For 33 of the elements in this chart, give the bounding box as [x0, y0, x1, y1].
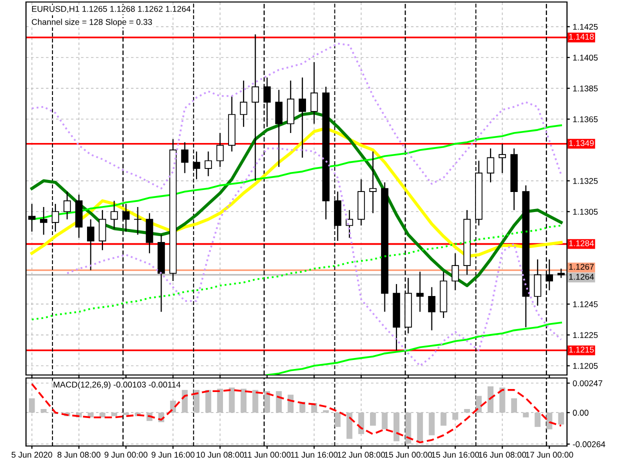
y-tick-label: 1.1225: [573, 332, 598, 338]
y-tick-label: 1.1325: [573, 178, 598, 184]
y-tick-label: 1.1365: [573, 116, 598, 122]
y-tick-label: 0.00247: [572, 380, 602, 386]
y-tick-label: 1.1205: [573, 362, 598, 369]
ref-line-label: 1.1264: [569, 274, 594, 280]
text: Channel size = 128 Slope = 0.33: [32, 18, 152, 27]
ref-line-label: 1.1418: [569, 34, 594, 40]
x-tick-label: 10 Jun 08:00: [196, 452, 244, 458]
y-tick-label: 0.00: [572, 410, 588, 416]
x-tick-label: 15 Jun 16:00: [432, 452, 480, 458]
x-tick-label: 17 Jun 00:00: [526, 452, 574, 458]
x-tick-label: 16 Jun 08:00: [478, 452, 526, 458]
x-tick-label: 5 Jun 2020: [12, 452, 52, 458]
x-tick-label: 11 Jun 16:00: [290, 452, 338, 458]
y-tick-label: 1.1385: [573, 86, 598, 92]
y-tick-label: 1.1245: [573, 301, 598, 308]
y-tick-label: -0.00264: [572, 441, 606, 448]
x-tick-label: 9 Jun 00:00: [104, 452, 148, 458]
y-tick-label: 1.1425: [573, 24, 598, 30]
ref-line-label: 1.1284: [569, 240, 594, 246]
x-tick-label: 11 Jun 00:00: [244, 452, 291, 458]
ref-line-label: 1.1215: [569, 346, 594, 353]
x-tick-label: 12 Jun 08:00: [338, 452, 385, 458]
x-tick-label: 8 Jun 08:00: [58, 452, 100, 458]
chart-title: EURUSD,H1 1.1265 1.1268 1.1262 1.1264: [32, 6, 191, 13]
chart-title: MACD(12,26,9) -0.00103 -0.00114: [54, 381, 181, 390]
y-tick-label: 1.1305: [573, 208, 598, 215]
x-tick-label: 15 Jun 00:00: [384, 452, 432, 458]
x-tick-label: 9 Jun 16:00: [152, 452, 194, 458]
ref-line-label: 1.1349: [569, 140, 594, 146]
y-tick-label: 1.1405: [573, 54, 598, 61]
ref-line-label: 1.1267: [569, 264, 594, 270]
